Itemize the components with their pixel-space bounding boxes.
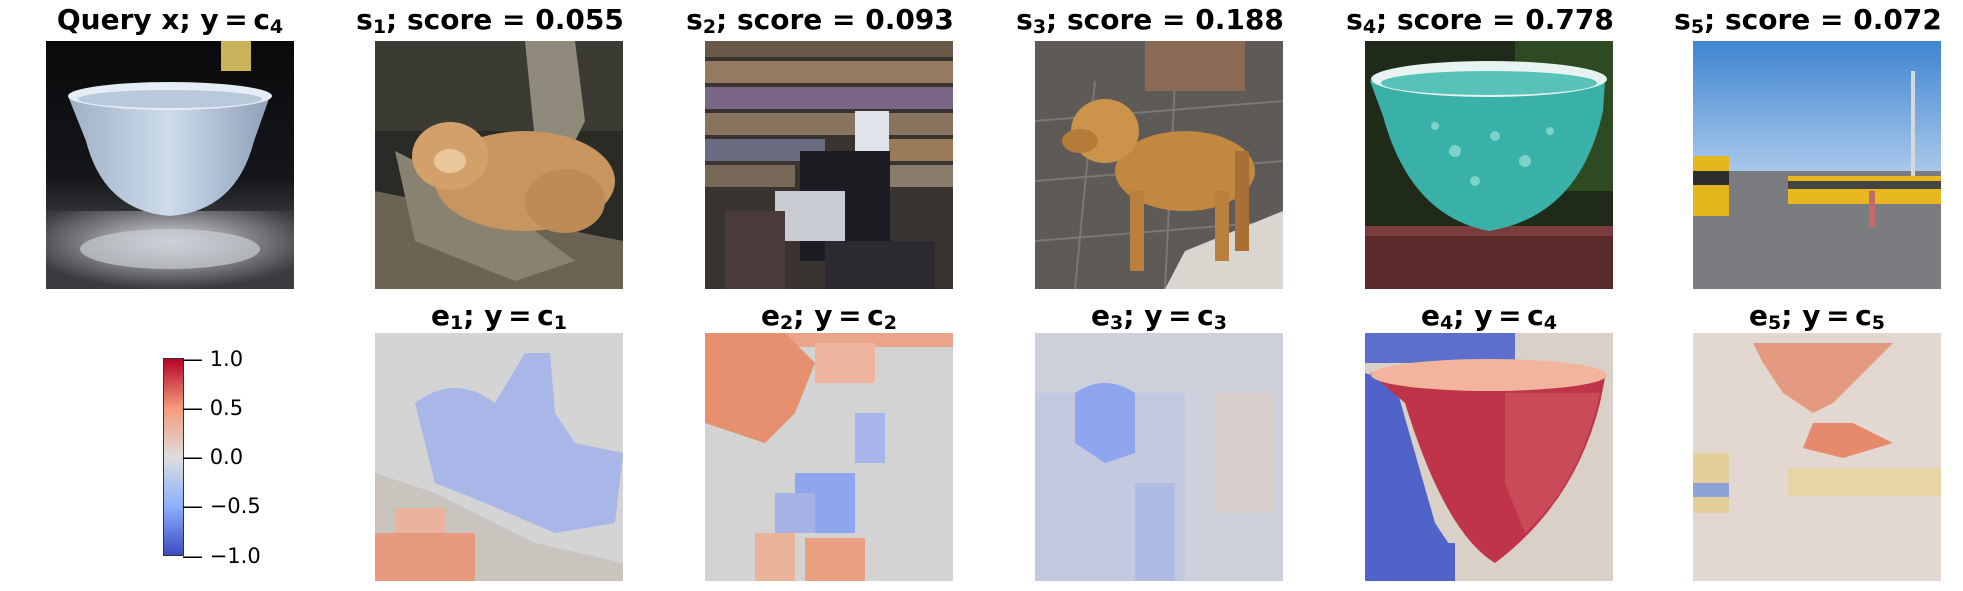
- support-image-3-dog: [1035, 41, 1283, 289]
- query-title: Query x; y = c4: [56, 3, 284, 38]
- colorbar-tick-2: — 0.5: [182, 396, 244, 420]
- support-image-4-bowl: [1365, 41, 1613, 289]
- colorbar: [163, 358, 184, 556]
- explanation-heatmap-5: [1693, 333, 1941, 581]
- support-title-5: s5; score = 0.072: [1674, 3, 1942, 38]
- explanation-heatmap-1: [375, 333, 623, 581]
- colorbar-tick-1: — 1.0: [182, 347, 244, 371]
- explanation-title-4: e4; y = c4: [1421, 299, 1557, 334]
- explanation-heatmap-2: [705, 333, 953, 581]
- explanation-heatmap-4: [1365, 333, 1613, 581]
- support-title-3: s3; score = 0.188: [1016, 3, 1284, 38]
- explanation-title-5: e5; y = c5: [1749, 299, 1885, 334]
- support-title-2: s2; score = 0.093: [686, 3, 954, 38]
- explanation-heatmap-3: [1035, 333, 1283, 581]
- support-title-1: s1; score = 0.055: [356, 3, 624, 38]
- support-image-2-bookstore: [705, 41, 953, 289]
- colorbar-tick-5: — −1.0: [182, 544, 261, 568]
- explanation-title-1: e1; y = c1: [431, 299, 567, 334]
- support-title-4: s4; score = 0.778: [1346, 3, 1614, 38]
- support-image-5-buses: [1693, 41, 1941, 289]
- query-image-bowl: [46, 41, 294, 289]
- explanation-title-2: e2; y = c2: [761, 299, 897, 334]
- explanation-title-3: e3; y = c3: [1091, 299, 1227, 334]
- colorbar-tick-3: — 0.0: [182, 445, 244, 469]
- support-image-1-lion: [375, 41, 623, 289]
- colorbar-tick-4: — −0.5: [182, 494, 261, 518]
